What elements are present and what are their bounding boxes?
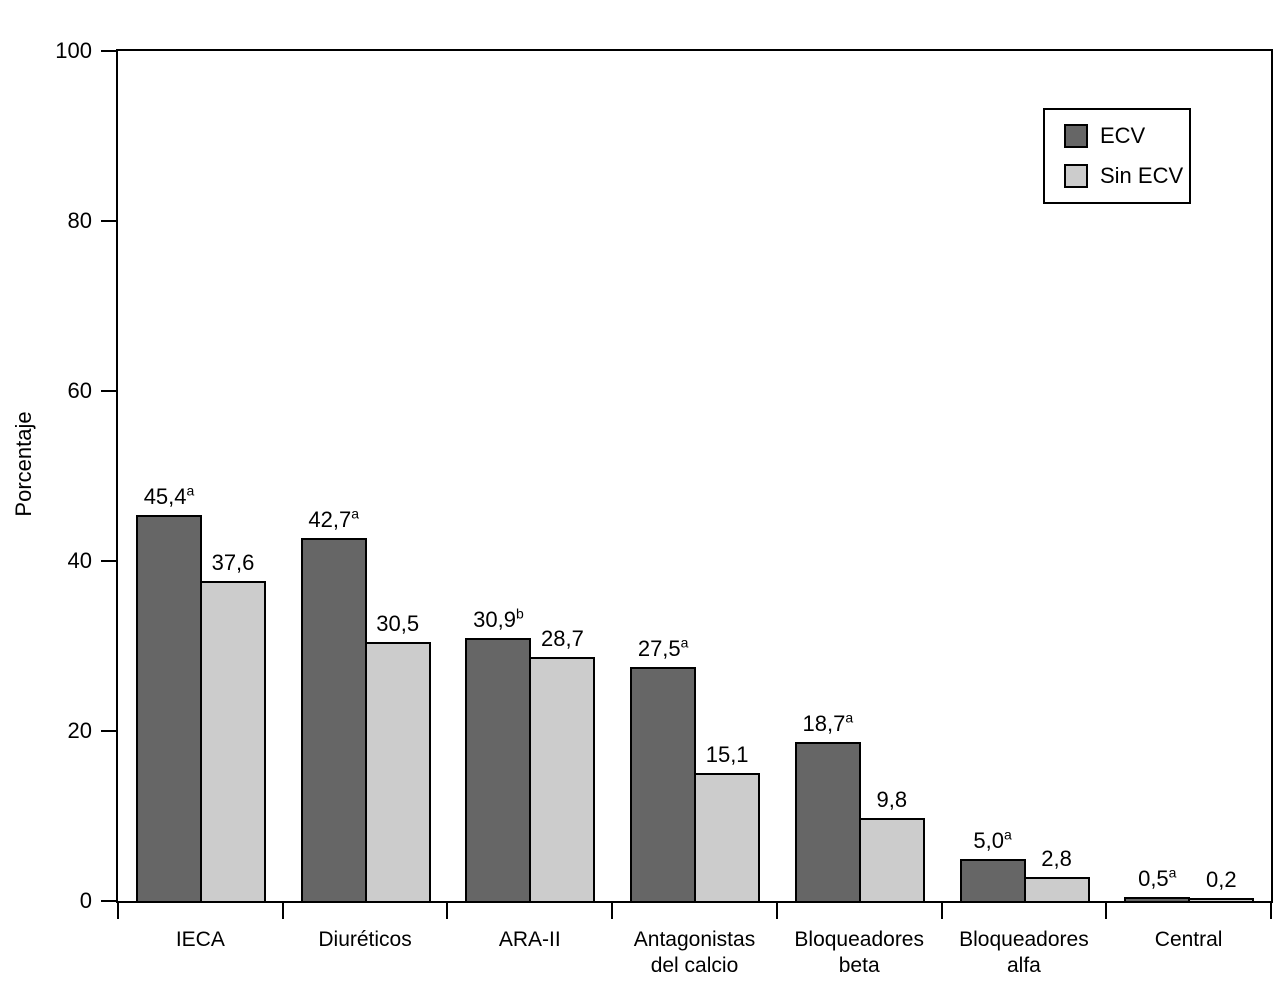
category-label: Diuréticos [318, 928, 412, 951]
bar-group: 45,4a 37,6 [118, 51, 283, 901]
bar-group: 5,0a 2,8 [942, 51, 1107, 901]
legend: ECV Sin ECV [1043, 108, 1191, 204]
bar-sin-ecv [858, 817, 925, 901]
legend-item-ecv: ECV [1064, 123, 1189, 148]
bar-value-label: 30,9b [473, 606, 524, 633]
category-label: Bloqueadores beta [794, 928, 924, 977]
bar-value-label: 0,2 [1205, 866, 1237, 892]
bar-ecv [1124, 896, 1191, 901]
category-label: Central [1154, 928, 1223, 951]
bar-value-label: 37,6 [211, 550, 255, 576]
bar-sin-ecv [529, 657, 596, 901]
legend-item-sin-ecv: Sin ECV [1064, 163, 1189, 188]
y-axis-tick-label: 60 [67, 378, 92, 403]
bar-sin-ecv [200, 581, 266, 901]
bar-value-label: 42,7a [308, 505, 360, 533]
significance-superscript: a [351, 505, 360, 522]
y-axis-tick-label: 20 [67, 718, 92, 743]
bar-value-label: 9,8 [876, 786, 908, 812]
y-axis-tick [101, 730, 116, 732]
bar-ecv [300, 538, 367, 901]
y-axis-tick [101, 390, 116, 392]
category-label: Antagonistas del calcio [633, 928, 756, 977]
category-label: Bloqueadores alfa [959, 928, 1089, 977]
y-axis-tick-label: 0 [79, 888, 92, 913]
bar-value-label: 2,8 [1041, 846, 1072, 872]
category-label: ARA-II [498, 928, 561, 951]
bar-value-label: 15,1 [705, 741, 749, 767]
bar-group: 18,7a 9,8 [777, 51, 942, 901]
x-axis-tick [1270, 903, 1272, 919]
y-axis-tick [101, 220, 116, 222]
x-axis-tick [281, 903, 284, 919]
x-axis-tick [117, 903, 119, 919]
legend-swatch-sin-ecv [1064, 164, 1088, 188]
legend-label-sin-ecv: Sin ECV [1100, 163, 1184, 188]
bar-value-label: 28,7 [541, 626, 584, 652]
significance-superscript: a [845, 709, 854, 726]
bar-group: 42,7a 30,5 [283, 51, 448, 901]
bar-ecv [959, 858, 1026, 901]
category-label: IECA [175, 928, 225, 951]
bar-value-label: 18,7a [802, 709, 854, 737]
x-axis-tick [611, 903, 614, 919]
bar-group: 30,9b 28,7 [447, 51, 612, 901]
x-axis-labels: IECA Diuréticos ARA-II Antagonistas del calc… [118, 927, 1271, 987]
y-axis-tick [101, 560, 116, 562]
y-axis-tick-label: 100 [55, 38, 92, 63]
bar-group: 0,5a 0,2 [1106, 51, 1271, 901]
x-axis-tick [940, 903, 943, 919]
bar-group: 27,5a 15,1 [612, 51, 777, 901]
bar-ecv [465, 638, 532, 901]
bar-sin-ecv [1188, 897, 1255, 901]
significance-superscript: b [515, 606, 524, 623]
bar-sin-ecv [694, 772, 761, 901]
significance-superscript: a [1168, 864, 1177, 881]
y-axis-tick [101, 50, 116, 52]
y-axis-tick-label: 40 [67, 548, 92, 573]
bar-ecv [794, 742, 861, 901]
significance-superscript: a [680, 634, 689, 651]
y-axis-tick [101, 900, 116, 902]
bar-ecv [630, 667, 697, 901]
bar-value-label: 30,5 [376, 610, 420, 636]
significance-superscript: a [186, 482, 195, 499]
legend-label-ecv: ECV [1100, 123, 1146, 148]
bar-value-label: 0,5a [1138, 864, 1177, 891]
bar-value-label: 5,0a [973, 826, 1012, 853]
bar-ecv [136, 515, 202, 901]
plot-area: ECV Sin ECV 0 20 40 60 80 100 45,4a 37,6 42,7a 30… [55, 40, 1273, 919]
legend-swatch-ecv [1064, 124, 1088, 148]
y-axis-title: Porcentaje [11, 411, 36, 517]
y-axis-tick-label: 80 [67, 208, 92, 233]
significance-superscript: a [1003, 826, 1012, 843]
x-axis-tick [775, 903, 778, 919]
bar-sin-ecv [1023, 877, 1090, 901]
bar-value-label: 45,4a [143, 482, 195, 510]
x-axis-tick [446, 903, 449, 919]
x-axis-tick [1105, 903, 1108, 919]
bar-value-label: 27,5a [637, 634, 689, 662]
bar-sin-ecv [364, 641, 431, 901]
